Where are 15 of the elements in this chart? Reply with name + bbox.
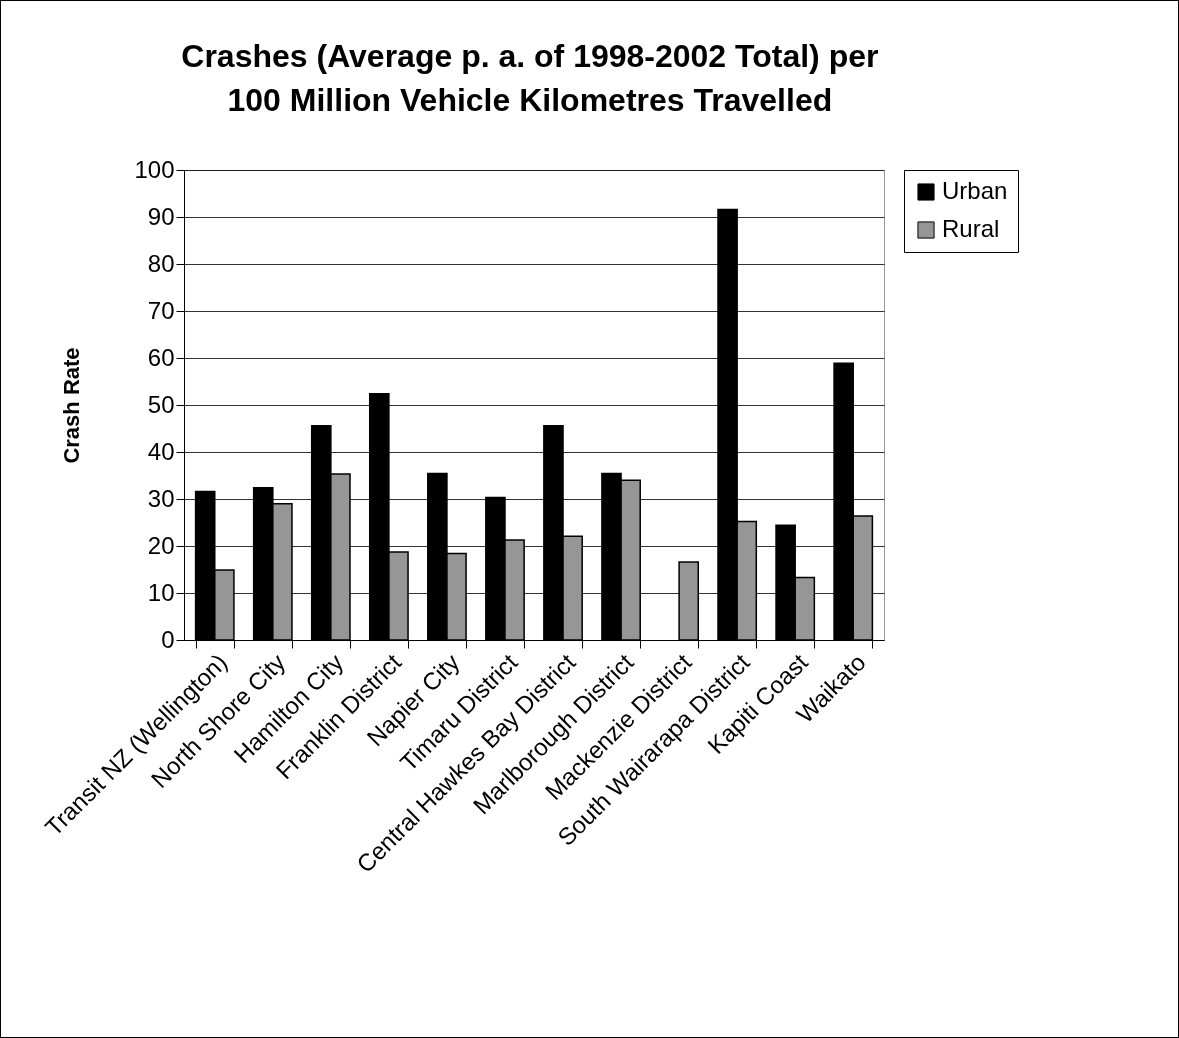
y-tick-label: 70 <box>147 296 175 324</box>
chart-title: Crashes (Average p. a. of 1998-2002 Total) per 100 Million Vehicle Kilometres Travelled <box>181 38 879 118</box>
y-axis-title: Crash Rate <box>59 347 85 464</box>
y-tick-label: 100 <box>134 155 175 183</box>
y-tick-label: 30 <box>147 484 175 512</box>
y-tick-label: 20 <box>147 531 175 559</box>
y-tick-label: 0 <box>161 625 175 653</box>
y-tick-label: 50 <box>147 390 175 418</box>
legend-label: Rural <box>942 215 1000 242</box>
y-tick-label: 90 <box>147 202 175 230</box>
y-tick-label: 60 <box>147 343 175 371</box>
y-tick-label: 10 <box>147 578 175 606</box>
y-tick-label: 80 <box>147 249 175 277</box>
y-tick-label: 40 <box>147 437 175 465</box>
legend-label: Urban <box>942 177 1008 204</box>
